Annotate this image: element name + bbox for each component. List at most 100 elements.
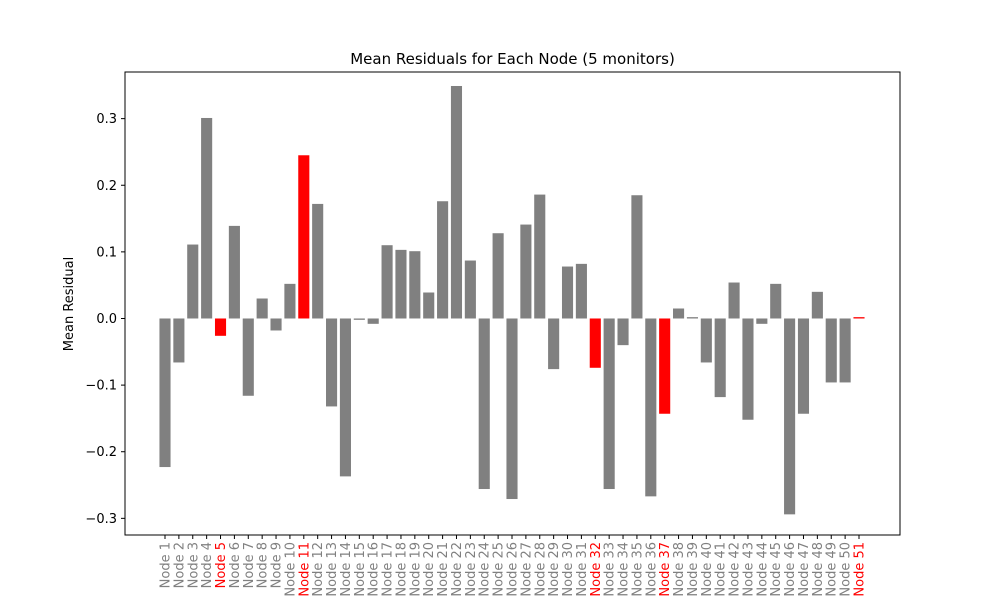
x-tick-label: Node 25 xyxy=(492,542,507,597)
bar-node-14 xyxy=(339,318,351,477)
x-tick-label: Node 46 xyxy=(783,542,798,597)
bar-node-1 xyxy=(159,318,171,468)
x-tick-label: Node 31 xyxy=(575,542,590,597)
x-tick-label: Node 45 xyxy=(769,542,784,597)
x-tick-label: Node 37 xyxy=(658,542,673,597)
x-tick-label: Node 19 xyxy=(408,542,423,597)
bar-node-15 xyxy=(353,318,365,320)
x-tick-label: Node 24 xyxy=(478,542,493,597)
bar-node-36 xyxy=(645,318,657,497)
x-tick-label: Node 36 xyxy=(644,542,659,597)
x-tick-label: Node 11 xyxy=(297,542,312,597)
x-tick-label: Node 40 xyxy=(700,542,715,597)
y-tick-label: 0.3 xyxy=(96,112,117,127)
bar-node-30 xyxy=(561,266,574,319)
x-tick-label: Node 6 xyxy=(228,542,243,588)
bar-node-22 xyxy=(450,85,463,319)
x-tick-label: Node 26 xyxy=(506,542,521,597)
x-tick-label: Node 33 xyxy=(603,542,618,597)
bar-node-23 xyxy=(464,260,476,319)
bar-node-46 xyxy=(784,318,796,515)
bar-node-12 xyxy=(312,203,324,319)
x-tick-label: Node 4 xyxy=(200,542,215,588)
x-tick-label: Node 27 xyxy=(519,542,534,597)
x-tick-label: Node 23 xyxy=(464,542,479,597)
x-tick-label: Node 32 xyxy=(589,542,604,597)
x-tick-label: Node 7 xyxy=(242,542,257,588)
bar-node-35 xyxy=(631,195,643,319)
bar-node-20 xyxy=(423,292,435,319)
x-tick-label: Node 12 xyxy=(311,542,326,597)
bar-node-24 xyxy=(478,318,490,490)
y-tick-label: −0.2 xyxy=(85,445,117,460)
bar-node-42 xyxy=(728,282,740,319)
x-tick-label: Node 39 xyxy=(686,542,701,597)
bar-node-4 xyxy=(201,117,213,319)
x-tick-label: Node 13 xyxy=(325,542,340,597)
bar-node-5 xyxy=(214,318,227,336)
x-tick-label: Node 8 xyxy=(256,542,271,588)
bar-node-41 xyxy=(714,318,726,398)
bar-node-51 xyxy=(853,317,865,319)
bar-node-27 xyxy=(520,224,532,319)
chart-title: Mean Residuals for Each Node (5 monitors… xyxy=(350,50,675,68)
x-tick-label: Node 10 xyxy=(283,542,298,597)
x-tick-label: Node 35 xyxy=(630,542,645,597)
bar-node-33 xyxy=(603,318,615,490)
x-tick-label: Node 18 xyxy=(394,542,409,597)
bar-node-11 xyxy=(298,155,310,319)
bar-node-28 xyxy=(534,194,546,319)
bar-node-17 xyxy=(381,245,393,319)
x-tick-label: Node 42 xyxy=(728,542,743,597)
y-tick-label: 0.2 xyxy=(96,179,117,194)
x-tick-label: Node 48 xyxy=(811,542,826,597)
bar-node-10 xyxy=(284,283,296,319)
bars xyxy=(159,85,865,515)
bar-node-44 xyxy=(756,318,768,324)
y-tick-label: −0.3 xyxy=(85,512,117,527)
bar-node-34 xyxy=(617,318,629,346)
x-tick-label: Node 30 xyxy=(561,542,576,597)
bar-node-31 xyxy=(575,263,587,319)
bar-node-50 xyxy=(839,318,851,383)
bar-node-3 xyxy=(187,244,199,319)
bar-node-8 xyxy=(256,298,268,319)
x-tick-label: Node 2 xyxy=(172,542,187,588)
bar-node-45 xyxy=(770,283,782,319)
bar-node-16 xyxy=(367,318,379,324)
bar-node-37 xyxy=(659,318,671,414)
x-tick-label: Node 49 xyxy=(825,542,840,597)
bar-node-38 xyxy=(673,308,685,319)
x-tick-label: Node 38 xyxy=(672,542,687,597)
x-tick-label: Node 15 xyxy=(353,542,368,597)
bar-node-21 xyxy=(437,201,449,319)
x-tick-label: Node 5 xyxy=(214,542,229,588)
bar-node-29 xyxy=(548,318,560,370)
x-tick-label: Node 41 xyxy=(714,542,729,597)
bar-node-40 xyxy=(700,318,712,363)
y-axis-label: Mean Residual xyxy=(62,257,77,351)
bar-node-25 xyxy=(492,233,504,319)
bar-node-26 xyxy=(506,318,518,500)
bar-node-32 xyxy=(589,318,601,368)
bar-node-49 xyxy=(825,318,837,383)
x-tick-label: Node 21 xyxy=(436,542,451,597)
x-tick-label: Node 1 xyxy=(159,542,174,588)
y-tick-label: −0.1 xyxy=(85,379,117,394)
x-tick-label: Node 47 xyxy=(797,542,812,597)
bar-node-6 xyxy=(228,225,240,319)
y-tick-label: 0.0 xyxy=(96,312,117,327)
bar-node-18 xyxy=(395,249,407,319)
bar-node-2 xyxy=(173,318,185,363)
x-tick-label: Node 51 xyxy=(853,542,868,597)
x-tick-label: Node 34 xyxy=(617,542,632,597)
bar-node-47 xyxy=(797,318,810,414)
x-tick-label: Node 20 xyxy=(422,542,437,597)
x-tick-label: Node 28 xyxy=(533,542,548,597)
bar-node-7 xyxy=(242,318,254,396)
bar-node-9 xyxy=(270,318,282,331)
x-tick-label: Node 29 xyxy=(547,542,562,597)
x-tick-label: Node 14 xyxy=(339,542,354,597)
x-tick-label: Node 3 xyxy=(186,542,201,588)
